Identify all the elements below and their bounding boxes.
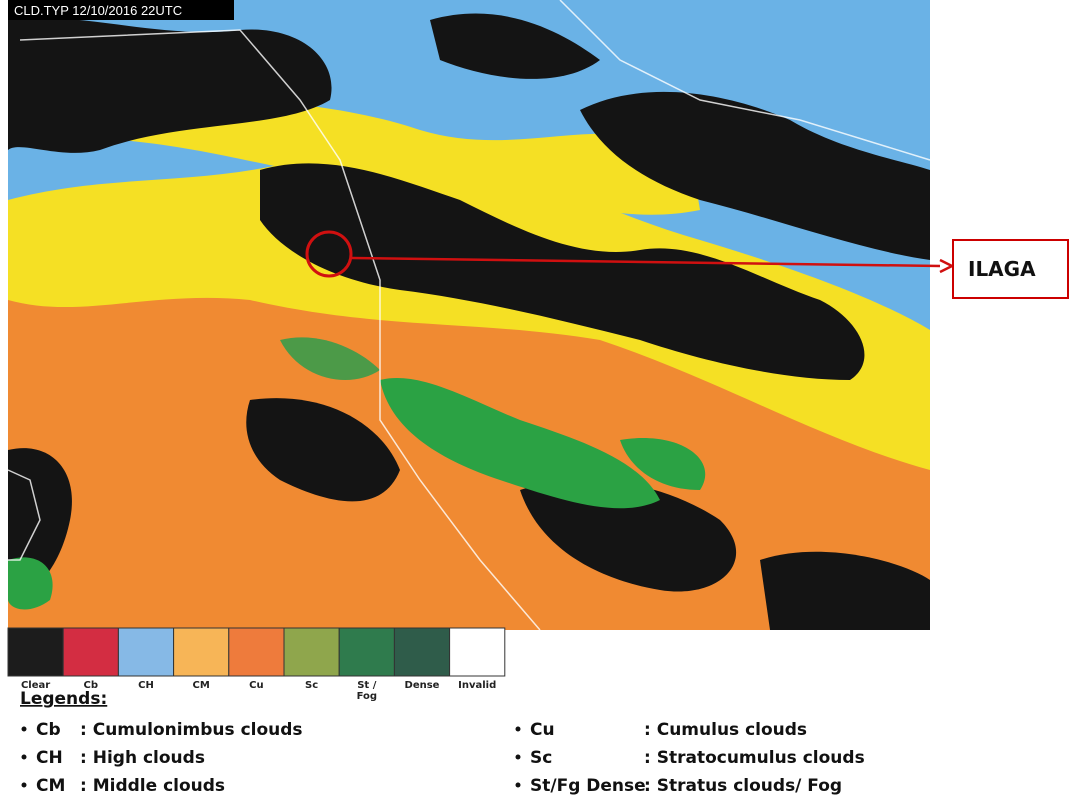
colorbar-swatch [284,628,339,676]
annotation: ILAGA [968,257,1036,281]
bullet [516,727,521,732]
legend-desc: : Middle clouds [80,776,225,796]
map-header: CLD.TYP 12/10/2016 22UTC [14,3,182,18]
bullet [22,755,27,760]
colorbar-label: Sc [305,680,318,691]
satellite-map: CLD.TYP 12/10/2016 22UTC [8,0,930,630]
colorbar-swatch [394,628,449,676]
colorbar-swatch [118,628,173,676]
page: CLD.TYP 12/10/2016 22UTC ILAGA ClearCbCH… [0,0,1072,800]
legend-abbr: Cu [530,720,555,740]
legend-abbr: Sc [530,748,552,768]
colorbar-label: Cu [249,680,263,691]
legend-desc: : Stratus clouds/ Fog [644,776,842,796]
legend-desc: : Cumulonimbus clouds [80,720,303,740]
colorbar-swatch [229,628,284,676]
bullet [22,727,27,732]
colorbar-label: Dense [405,680,440,691]
colorbar-label: CH [138,680,154,691]
colorbar-swatch [174,628,229,676]
colorbar-swatch [450,628,505,676]
colorbar-swatch [8,628,63,676]
legend-desc: : High clouds [80,748,205,768]
colorbar-label: St / [357,680,376,691]
colorbar-swatch [63,628,118,676]
bullet [516,755,521,760]
bullet [22,783,27,788]
legend-abbr: St/Fg Dense [530,776,646,796]
colorbar-label: Invalid [458,680,496,691]
legend-desc: : Cumulus clouds [644,720,807,740]
legend-title: Legends: [20,689,107,709]
colorbar-label: CM [193,680,210,691]
legend-abbr: CH [36,748,63,768]
legend-abbr: Cb [36,720,61,740]
legend-abbr: CM [36,776,65,796]
legend-desc: : Stratocumulus clouds [644,748,865,768]
legend: Cb : Cumulonimbus clouds CH : High clouds CM… [22,720,865,796]
colorbar-swatch [339,628,394,676]
colorbar-label: Fog [357,691,377,702]
bullet [516,783,521,788]
